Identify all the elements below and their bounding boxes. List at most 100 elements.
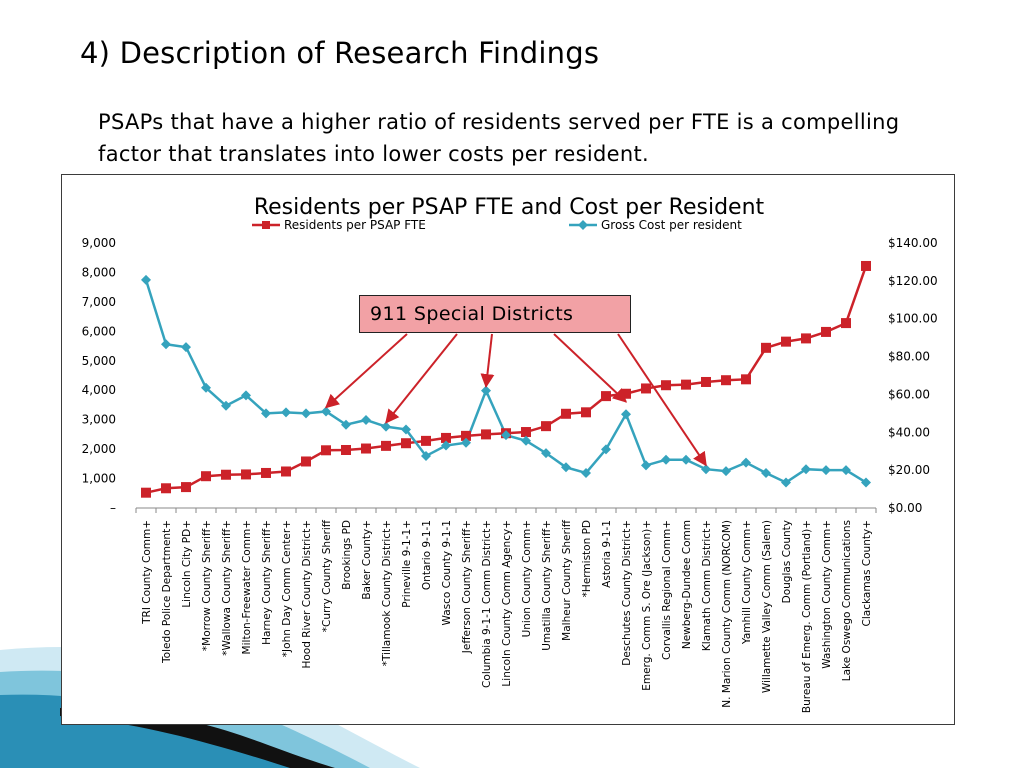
data-point-residents xyxy=(261,467,271,478)
data-point-residents xyxy=(641,383,651,394)
data-point-cost xyxy=(821,465,831,476)
data-point-cost xyxy=(841,465,851,476)
data-point-cost xyxy=(801,464,811,475)
data-point-residents xyxy=(581,407,591,418)
data-point-residents xyxy=(321,445,331,456)
data-point-residents xyxy=(421,435,431,446)
y-left-tick-label: – xyxy=(110,501,116,515)
x-category-label: Klamath Comm District+ xyxy=(701,520,713,651)
data-point-cost xyxy=(701,464,711,475)
data-point-residents xyxy=(781,336,791,347)
data-point-residents xyxy=(521,427,531,438)
annotation-arrow xyxy=(480,333,495,389)
x-category-label: Washington County Comm+ xyxy=(821,520,833,669)
data-point-residents xyxy=(201,471,211,482)
slide-title: 4) Description of Research Findings xyxy=(80,36,600,70)
data-point-residents xyxy=(801,333,811,344)
data-point-residents xyxy=(681,379,691,390)
x-category-label: Union County Comm+ xyxy=(521,520,533,637)
y-right-tick-label: $60.00 xyxy=(888,387,930,401)
x-category-label: Ontario 9-1-1 xyxy=(421,520,433,590)
x-category-label: Bureau of Emerg. Comm (Portland)+ xyxy=(801,520,813,713)
data-point-cost xyxy=(181,342,191,353)
y-left-tick-label: 6,000 xyxy=(82,324,116,338)
data-point-residents xyxy=(181,482,191,493)
data-point-cost xyxy=(681,454,691,465)
data-point-residents xyxy=(701,376,711,387)
data-point-residents xyxy=(281,466,291,477)
data-point-residents xyxy=(721,375,731,386)
data-point-residents xyxy=(381,440,391,451)
data-point-residents xyxy=(741,374,751,385)
x-category-label: Toledo Police Department+ xyxy=(161,520,173,664)
x-category-label: Astoria 9-1-1 xyxy=(601,520,613,588)
y-left-tick-label: 3,000 xyxy=(82,413,116,427)
chart-container: Residents per PSAP FTE and Cost per Resi… xyxy=(61,174,955,725)
x-category-label: Corvallis Regional Comm+ xyxy=(661,520,673,660)
x-category-label: *Hermiston PD xyxy=(581,520,593,597)
y-right-tick-label: $40.00 xyxy=(888,425,930,439)
data-point-cost xyxy=(341,419,351,430)
data-point-residents xyxy=(661,380,671,391)
x-category-label: Umatilla County Sheriff+ xyxy=(541,520,553,651)
line-chart: Residents per PSAP FTE and Cost per Resi… xyxy=(82,195,938,713)
data-point-cost xyxy=(201,382,211,393)
x-category-label: N. Marion County Comm (NORCOM) xyxy=(721,520,733,708)
data-point-residents xyxy=(301,456,311,467)
annotation-arrow xyxy=(553,333,628,403)
data-point-cost xyxy=(261,408,271,419)
x-category-label: Emerg. Comm S. Ore (Jackson)+ xyxy=(641,520,653,691)
data-point-cost xyxy=(721,466,731,477)
x-category-label: Yamhill County Comm+ xyxy=(741,520,753,645)
y-left-tick-label: 2,000 xyxy=(82,442,116,456)
y-left-tick-label: 9,000 xyxy=(82,236,116,250)
data-point-cost xyxy=(661,454,671,465)
data-point-cost xyxy=(561,462,571,473)
data-point-residents xyxy=(241,469,251,480)
data-point-residents xyxy=(561,408,571,419)
x-category-label: Baker County+ xyxy=(361,520,373,600)
data-point-cost xyxy=(221,400,231,411)
data-point-cost xyxy=(501,430,511,441)
y-left-tick-label: 4,000 xyxy=(82,383,116,397)
data-point-cost xyxy=(601,444,611,455)
annotation-arrow xyxy=(385,333,458,424)
x-category-label: Malheur County Sheriff xyxy=(561,519,573,641)
y-right-tick-label: $120.00 xyxy=(888,274,938,288)
x-category-label: Lake Oswego Communications xyxy=(841,520,853,681)
data-point-residents xyxy=(841,318,851,329)
data-point-cost xyxy=(381,421,391,432)
data-point-cost xyxy=(641,460,651,471)
x-category-label: *Wallowa County Sheriff+ xyxy=(221,520,233,656)
x-category-label: Jefferson County Sheriff+ xyxy=(461,520,473,654)
y-left-tick-label: 8,000 xyxy=(82,265,116,279)
x-category-label: Lincoln County Comm Agency+ xyxy=(501,520,513,687)
x-category-label: *John Day Comm Center+ xyxy=(281,520,293,657)
data-point-residents xyxy=(481,429,491,440)
data-point-residents xyxy=(461,430,471,441)
data-point-cost xyxy=(361,414,371,425)
x-category-label: Douglas County xyxy=(781,520,793,603)
data-point-cost xyxy=(861,477,871,488)
x-category-label: *Morrow County Sheriff+ xyxy=(201,520,213,651)
data-point-cost xyxy=(161,339,171,350)
data-point-cost xyxy=(761,467,771,478)
x-category-label: *Curry County Sheriff xyxy=(321,519,333,632)
annotation-arrow xyxy=(324,333,408,409)
chart-title: Residents per PSAP FTE and Cost per Resi… xyxy=(254,195,765,220)
data-point-cost xyxy=(321,406,331,417)
data-point-cost xyxy=(621,409,631,420)
data-point-residents xyxy=(861,260,871,271)
annotation-arrow xyxy=(617,333,707,467)
legend-label-residents: Residents per PSAP FTE xyxy=(284,218,426,232)
legend-marker-cost xyxy=(578,220,588,230)
x-category-label: Clackamas County+ xyxy=(861,520,873,626)
data-point-cost xyxy=(481,385,491,396)
data-point-residents xyxy=(141,487,151,498)
data-point-cost xyxy=(741,457,751,468)
data-point-cost xyxy=(301,408,311,419)
y-right-tick-label: $100.00 xyxy=(888,312,938,326)
data-point-residents xyxy=(341,444,351,455)
legend-marker-residents xyxy=(262,221,270,229)
data-point-residents xyxy=(821,326,831,337)
